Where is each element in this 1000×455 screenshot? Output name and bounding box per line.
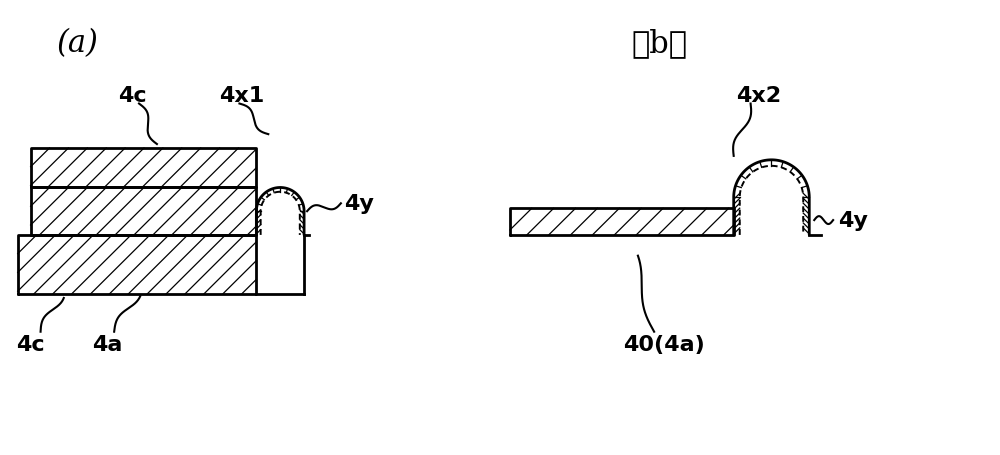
Text: (a): (a) (56, 28, 98, 59)
Text: 4x2: 4x2 (736, 86, 781, 106)
Text: 4a: 4a (92, 334, 122, 354)
Text: 4c: 4c (16, 334, 45, 354)
Text: 4x1: 4x1 (219, 86, 264, 106)
Text: （b）: （b） (631, 28, 687, 59)
Text: 4c: 4c (118, 86, 146, 106)
Text: 4y: 4y (344, 194, 374, 214)
Text: 40(4a): 40(4a) (623, 334, 705, 354)
Text: 4y: 4y (838, 211, 868, 231)
